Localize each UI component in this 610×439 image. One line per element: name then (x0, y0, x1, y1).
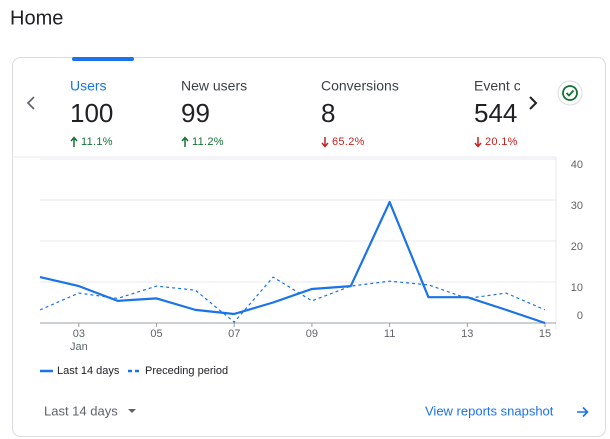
x-tick-label: 13 (461, 328, 473, 340)
card (12, 57, 606, 437)
tab-indicator (72, 57, 134, 61)
metric-change: 65.2% (332, 136, 365, 148)
y-tick-label: 0 (577, 310, 583, 322)
y-tick-label: 30 (571, 200, 583, 212)
change-arrow (321, 137, 329, 148)
x-tick-label: 11 (384, 328, 395, 340)
link-arrow[interactable] (577, 406, 589, 418)
metric-name: New users (181, 78, 247, 94)
metric-name: Event count (474, 78, 548, 94)
x-month-label: Jan (70, 341, 88, 353)
change-arrow (70, 136, 78, 147)
x-tick-label: 15 (539, 328, 551, 340)
metric-value: 99 (181, 98, 210, 128)
snapshot-link[interactable]: View reports snapshot (425, 403, 554, 418)
x-tick-label: 03 (73, 328, 85, 340)
metric-change: 11.1% (81, 136, 113, 148)
metric[interactable]: Event count 544 20.1% (474, 78, 548, 148)
status-check (565, 89, 575, 97)
metric-change: 20.1% (485, 136, 518, 148)
x-tick-label: 07 (228, 328, 240, 340)
next-button[interactable] (529, 96, 538, 110)
y-tick-label: 10 (571, 282, 583, 294)
x-tick-label: 09 (306, 328, 318, 340)
metrics: Users 100 11.1% New users 99 11.2% Conversions… (70, 78, 548, 148)
y-tick-label: 40 (571, 159, 583, 171)
metric-value: 8 (321, 98, 335, 128)
series-line (39, 200, 546, 325)
date-range[interactable]: Last 14 days (44, 403, 118, 418)
status-check-circle (562, 85, 578, 101)
metric-value: 544 (474, 98, 517, 128)
prev-button[interactable] (26, 96, 35, 110)
metric-value: 100 (70, 98, 113, 128)
dropdown-arrow[interactable] (128, 409, 136, 413)
status-icon[interactable] (557, 80, 583, 106)
legend-label: Preceding period (145, 365, 228, 377)
metric[interactable]: Conversions 8 65.2% (321, 78, 399, 148)
y-tick-label: 20 (571, 241, 583, 253)
series-line (39, 276, 546, 323)
metric[interactable]: New users 99 11.2% (181, 78, 247, 148)
change-arrow (474, 137, 482, 148)
chart: 0 10 20 30 40 03 05 07 09 11 13 15 Jan Last 14 days Pr… (39, 158, 583, 377)
page-title: Home (10, 7, 63, 29)
x-tick-label: 05 (150, 328, 162, 340)
metric[interactable]: Users 100 11.1% (70, 78, 113, 148)
legend-label: Last 14 days (57, 365, 120, 377)
change-arrow (181, 136, 189, 147)
metric-name: Users (70, 78, 107, 94)
metric-name: Conversions (321, 78, 399, 94)
metric-change: 11.2% (192, 136, 224, 148)
